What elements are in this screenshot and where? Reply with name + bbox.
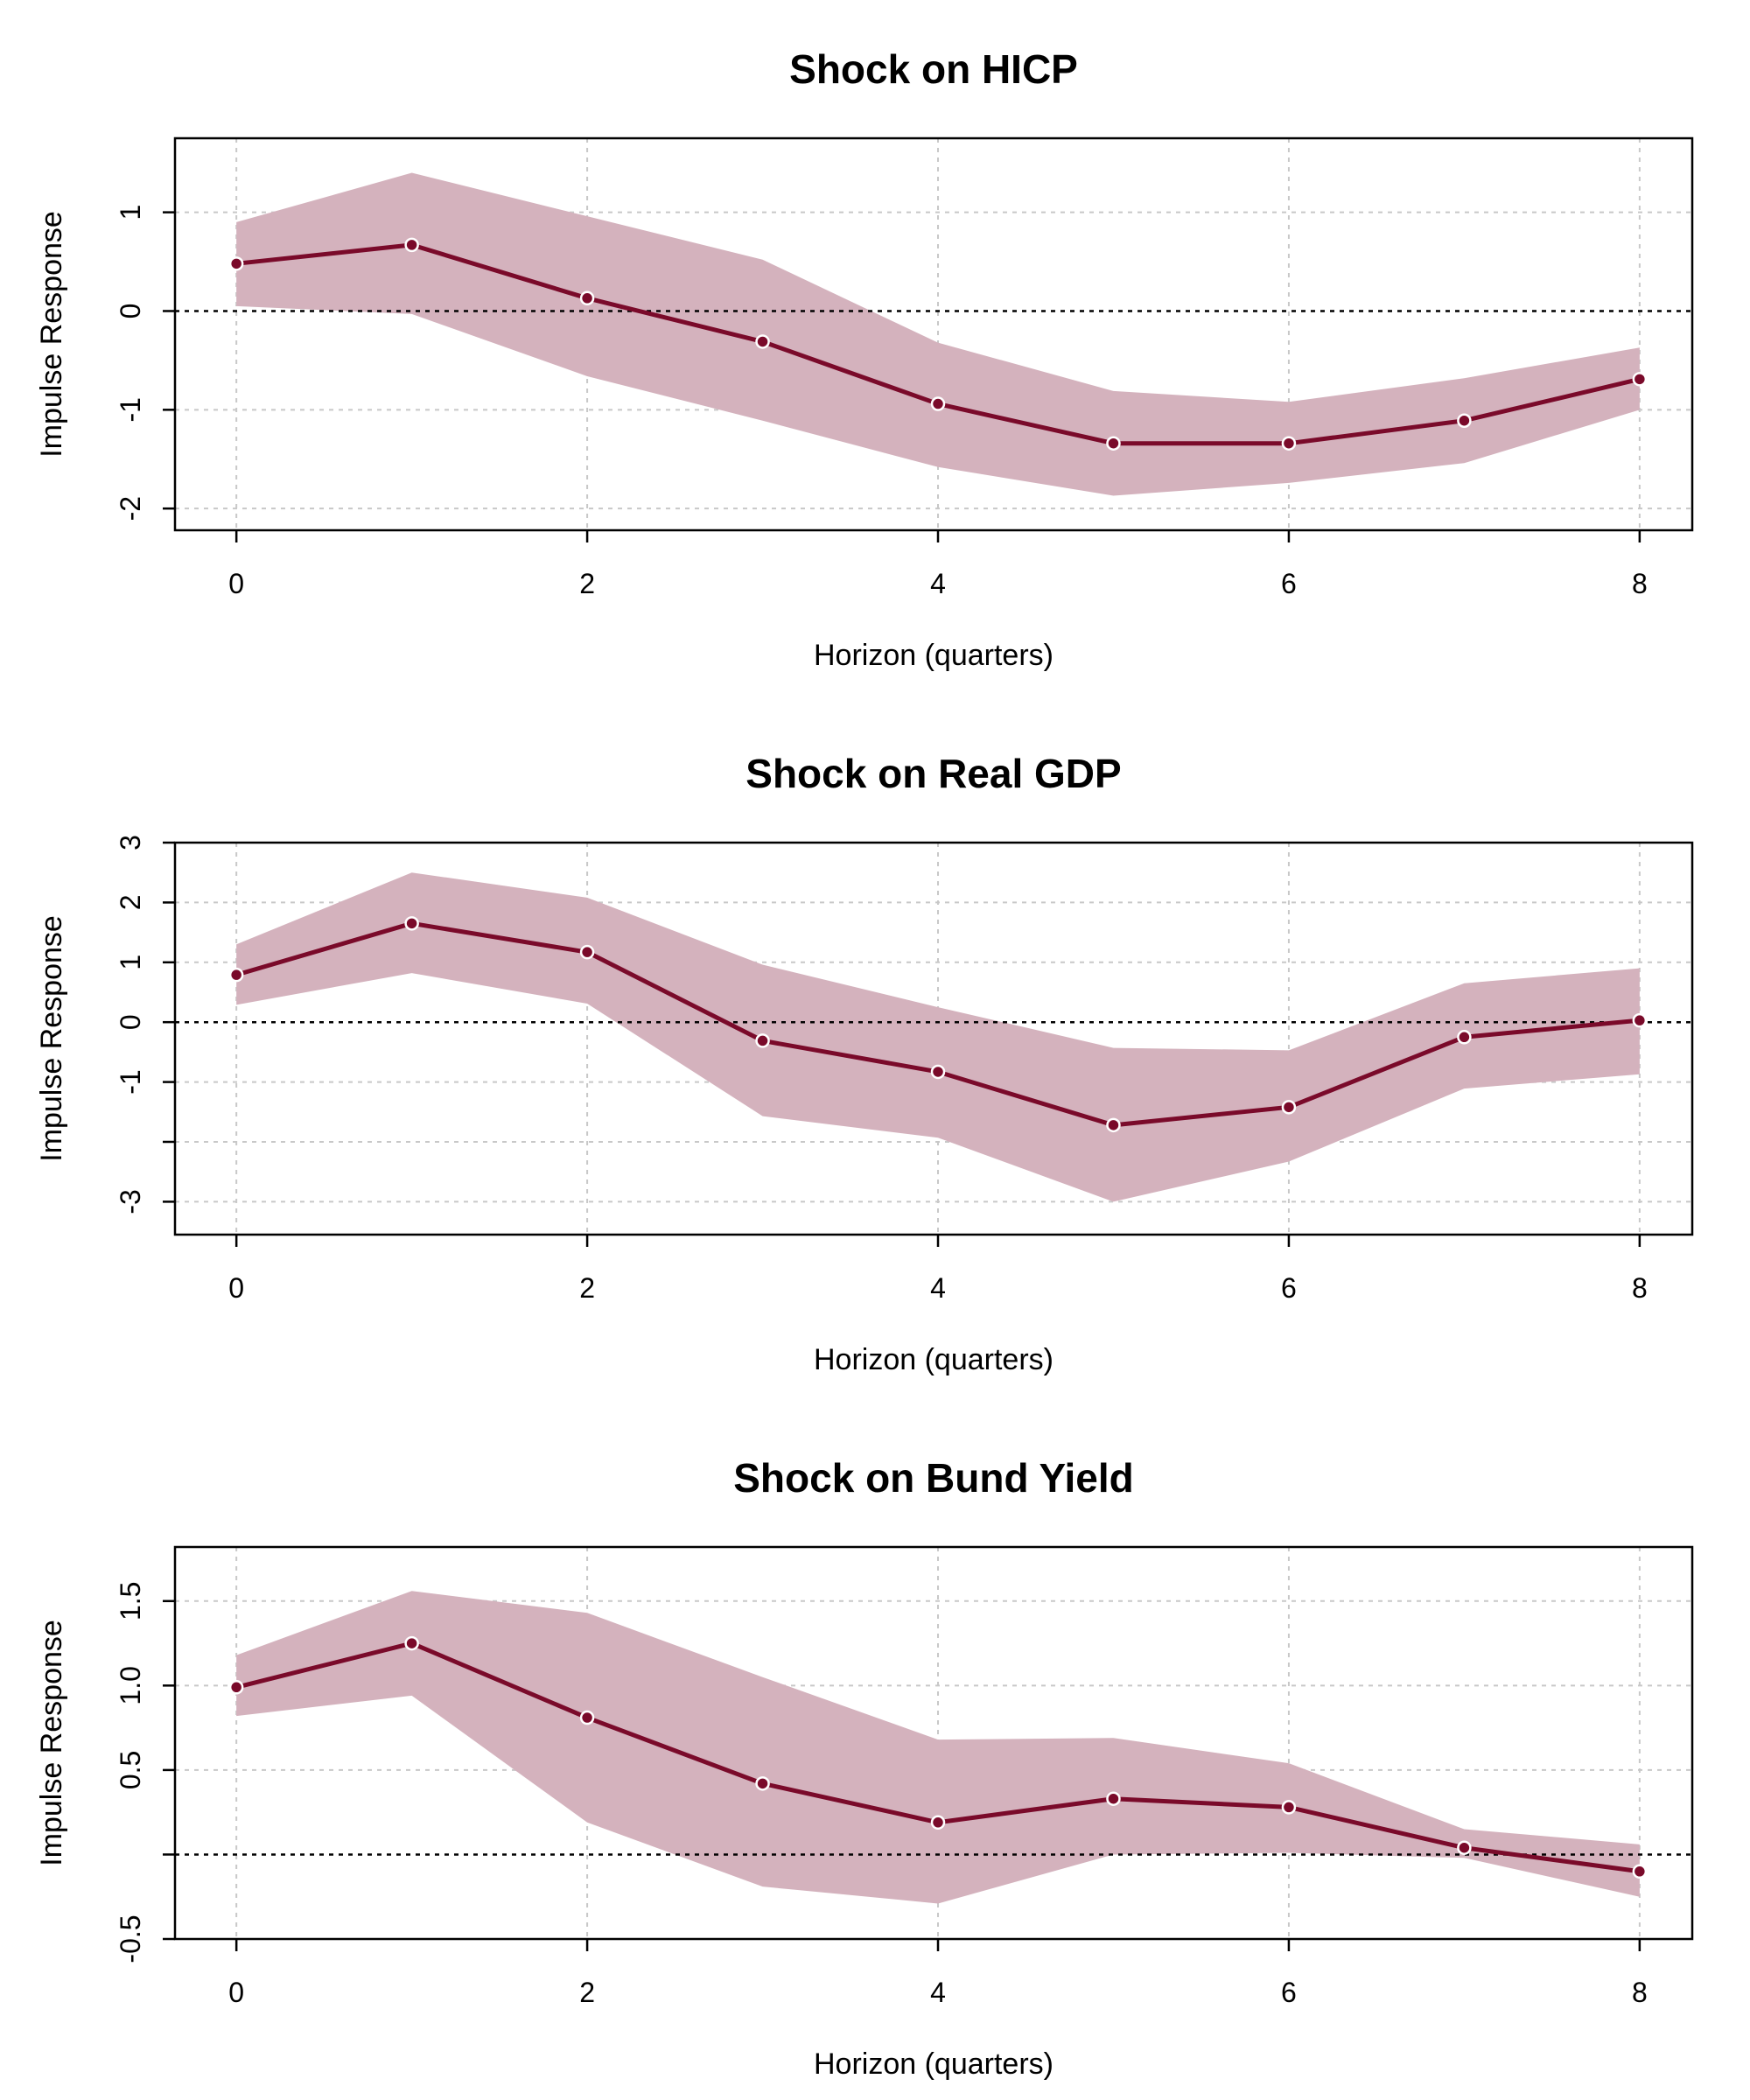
y-tick-label: 1 bbox=[115, 205, 146, 220]
x-tick-label: 4 bbox=[930, 1977, 946, 2008]
y-tick-label: 3 bbox=[115, 835, 146, 850]
chart-title: Shock on HICP bbox=[789, 46, 1078, 92]
chart-panel-3: Shock on Bund Yield 0 2 4 6 8 1.5 1.0 0.5 -0.5 Hor… bbox=[35, 1455, 1694, 2081]
chart-title: Shock on Real GDP bbox=[746, 751, 1121, 796]
x-tick-label: 6 bbox=[1281, 568, 1297, 599]
x-axis-label: Horizon (quarters) bbox=[814, 639, 1054, 672]
data-point bbox=[228, 1680, 244, 1695]
data-point bbox=[228, 967, 244, 983]
x-tick-label: 2 bbox=[579, 568, 595, 599]
x-tick-label: 0 bbox=[228, 1272, 244, 1304]
data-point bbox=[1106, 436, 1121, 451]
y-axis-label: Impulse Response bbox=[35, 915, 68, 1162]
x-tick-label: 6 bbox=[1281, 1272, 1297, 1304]
y-tick-label: 0 bbox=[115, 304, 146, 319]
y-tick-label: -1 bbox=[115, 397, 146, 422]
y-axis-label: Impulse Response bbox=[35, 211, 68, 458]
data-point bbox=[930, 396, 946, 411]
data-point bbox=[1281, 1800, 1297, 1815]
x-tick-label: 0 bbox=[228, 568, 244, 599]
data-point bbox=[755, 1776, 770, 1791]
x-tick-label: 8 bbox=[1632, 1272, 1648, 1304]
chart-panel-2: Shock on Real GDP 0 2 4 6 8 3 2 1 0 -1 -3 Horizon (q… bbox=[35, 751, 1694, 1376]
x-tick-label: 4 bbox=[930, 568, 946, 599]
data-point bbox=[1281, 436, 1297, 451]
data-point bbox=[579, 944, 595, 960]
data-point bbox=[755, 334, 770, 349]
data-point bbox=[579, 1710, 595, 1726]
data-point bbox=[755, 1033, 770, 1048]
confidence-band bbox=[236, 172, 1640, 496]
y-tick-label: 0.5 bbox=[115, 1751, 146, 1789]
data-point bbox=[1457, 1030, 1472, 1045]
confidence-band bbox=[236, 1591, 1640, 1904]
data-point bbox=[404, 916, 419, 931]
y-tick-label: -2 bbox=[115, 496, 146, 521]
y-axis-label: Impulse Response bbox=[35, 1620, 68, 1866]
x-tick-label: 2 bbox=[579, 1977, 595, 2008]
y-tick-label: -1 bbox=[115, 1069, 146, 1094]
data-point bbox=[228, 256, 244, 271]
plot-frame bbox=[173, 1545, 1694, 1941]
y-tick-label: 1.0 bbox=[115, 1666, 146, 1704]
data-point bbox=[1632, 372, 1648, 387]
data-point bbox=[579, 290, 595, 306]
data-point bbox=[1632, 1012, 1648, 1028]
x-tick-label: 8 bbox=[1632, 568, 1648, 599]
data-point bbox=[1106, 1791, 1121, 1806]
y-tick-label: 1.5 bbox=[115, 1582, 146, 1620]
x-tick-label: 6 bbox=[1281, 1977, 1297, 2008]
data-point bbox=[404, 237, 419, 253]
y-tick-label: 0 bbox=[115, 1014, 146, 1030]
chart-title: Shock on Bund Yield bbox=[733, 1455, 1133, 1501]
x-tick-label: 2 bbox=[579, 1272, 595, 1304]
x-axis-label: Horizon (quarters) bbox=[814, 2048, 1054, 2081]
data-point bbox=[1632, 1864, 1648, 1880]
x-tick-label: 0 bbox=[228, 1977, 244, 2008]
y-tick-label: -0.5 bbox=[115, 1914, 146, 1963]
data-point bbox=[1457, 1840, 1472, 1855]
plot-frame bbox=[173, 136, 1694, 532]
data-point bbox=[1281, 1100, 1297, 1115]
plot-frame bbox=[173, 841, 1694, 1236]
data-point bbox=[404, 1635, 419, 1651]
x-tick-label: 4 bbox=[930, 1272, 946, 1304]
y-tick-label: -3 bbox=[115, 1189, 146, 1214]
x-axis-label: Horizon (quarters) bbox=[814, 1343, 1054, 1376]
y-tick-label: 1 bbox=[115, 955, 146, 970]
data-point bbox=[1457, 413, 1472, 428]
data-point bbox=[930, 1064, 946, 1080]
y-tick-label: 2 bbox=[115, 894, 146, 910]
x-tick-label: 8 bbox=[1632, 1977, 1648, 2008]
data-point bbox=[930, 1815, 946, 1830]
data-point bbox=[1106, 1117, 1121, 1133]
